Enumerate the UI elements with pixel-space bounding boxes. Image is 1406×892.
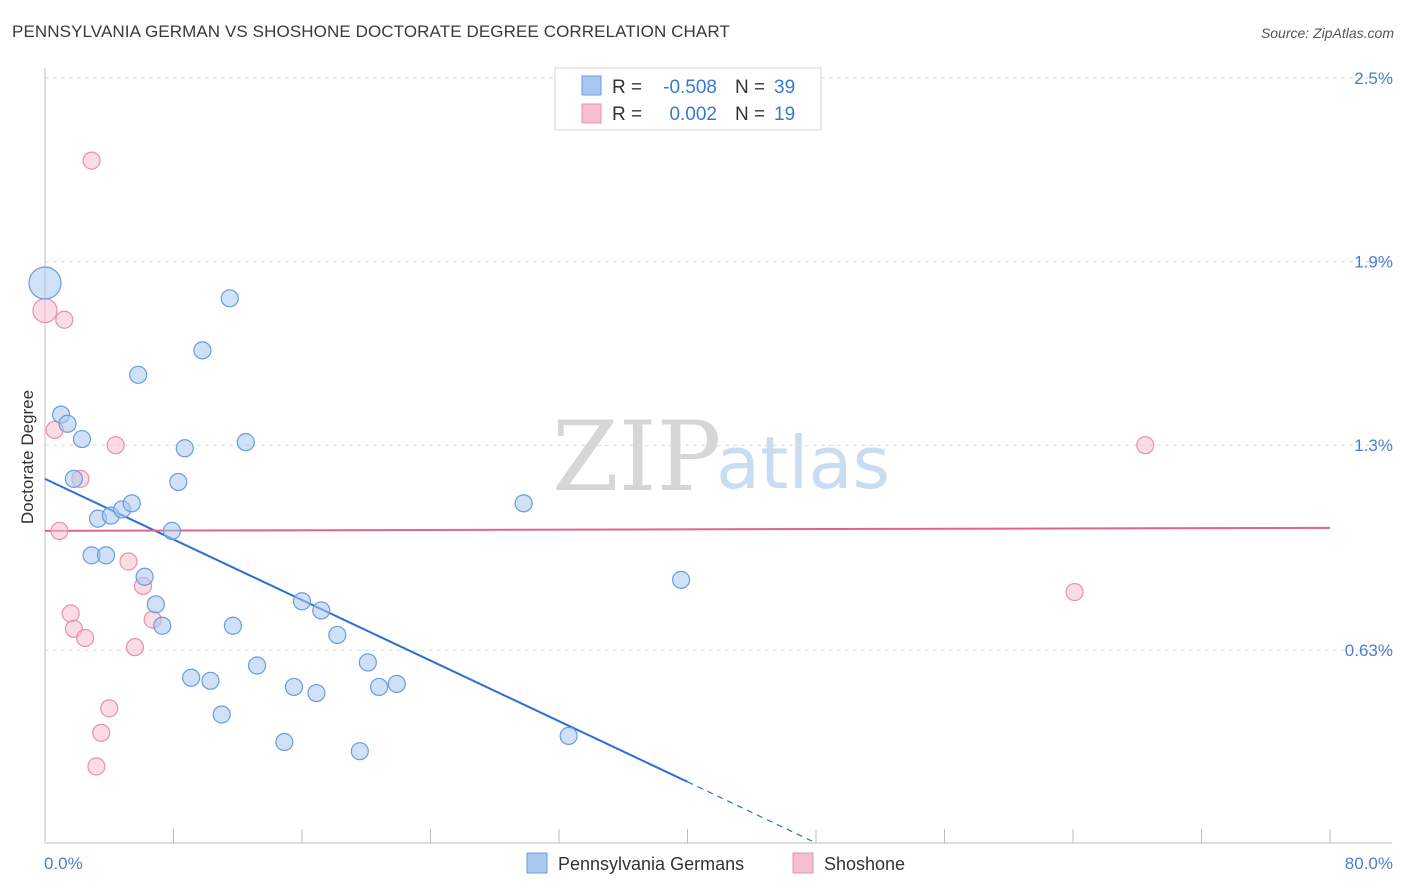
stats-legend: R = -0.508 N = 39 R = 0.002 N = 19: [554, 67, 822, 131]
pennsylvania-germans-point-27: [292, 592, 312, 611]
legend-r-label-1: R =: [612, 77, 642, 98]
pennsylvania-germans-point-3: [72, 429, 92, 449]
shoshone-point-9: [61, 604, 80, 623]
legend-r-label-2: R =: [612, 104, 642, 125]
pennsylvania-germans-point-24: [247, 656, 267, 675]
pennsylvania-germans-point-38: [559, 726, 578, 746]
legend-swatch-blue: [581, 75, 602, 96]
series-legend-label-1: Pennsylvania Germans: [558, 854, 744, 874]
trendlines: [44, 477, 1331, 844]
legend-swatch-pink: [581, 103, 602, 124]
pennsylvania-germans-point-12: [135, 567, 154, 586]
pennsylvania-germans-point-29: [328, 625, 347, 645]
pennsylvania-germans-point-15: [129, 365, 148, 384]
gridlines: [45, 77, 1392, 651]
pennsylvania-germans-point-19: [175, 439, 194, 458]
pennsylvania-germans-point-34: [275, 732, 294, 752]
shoshone-point-0: [82, 151, 101, 170]
shoshone-point-18: [1065, 582, 1084, 602]
shoshone-point-4: [106, 436, 125, 455]
y-tick-label-0: 2.5%: [1354, 69, 1393, 88]
legend-n-value-2: 19: [774, 104, 795, 125]
pennsylvania-germans-point-28: [312, 601, 331, 620]
shoshone-point-1: [32, 297, 58, 324]
shoshone-point-16: [87, 757, 106, 776]
pennsylvania-germans-point-17: [220, 289, 239, 308]
pennsylvania-germans-point-16: [193, 341, 212, 360]
x-tick-label-min: 0.0%: [44, 854, 83, 873]
shoshone-point-11: [76, 628, 95, 648]
pennsylvania-germans-point-22: [182, 668, 201, 687]
watermark-zip: ZIP: [552, 401, 721, 513]
legend-n-label-1: N =: [735, 77, 765, 98]
pennsylvania-germans-point-32: [387, 674, 406, 693]
legend-n-value-1: 39: [774, 77, 795, 98]
pennsylvania-germans-point-4: [64, 469, 84, 488]
y-tick-label-1: 1.9%: [1354, 253, 1393, 272]
pennsylvania-germans-point-20: [236, 433, 255, 452]
shoshone-point-17: [1136, 436, 1155, 455]
shoshone-point-14: [100, 699, 119, 718]
trendline-extension-0: [687, 781, 817, 844]
series-legend-label-2: Shoshone: [824, 854, 905, 874]
trendline-1: [44, 526, 1331, 532]
shoshone-point-15: [92, 723, 111, 742]
trendline-0: [44, 477, 688, 783]
pennsylvania-germans-point-11: [96, 546, 116, 565]
shoshone-point-13: [125, 638, 145, 657]
pennsylvania-germans-point-30: [358, 653, 377, 672]
x-ticks: [44, 829, 1331, 843]
pennsylvania-germans-point-8: [122, 494, 141, 513]
pennsylvania-germans-point-23: [201, 671, 220, 690]
pennsylvania-germans-point-14: [153, 616, 172, 635]
series-legend-swatch-blue: [526, 852, 548, 874]
pennsylvania-germans-point-36: [514, 494, 533, 513]
pennsylvania-germans-point-21: [223, 616, 243, 635]
y-tick-labels: 2.5% 1.9% 1.3% 0.63%: [1345, 69, 1393, 660]
shoshone-point-7: [119, 552, 138, 571]
pennsylvania-germans-point-2: [58, 414, 77, 433]
legend-n-label-2: N =: [735, 104, 765, 125]
y-axis-label: Doctorate Degree: [18, 390, 37, 524]
pennsylvania-germans-point-9: [162, 521, 181, 540]
series-legend-swatch-pink: [792, 852, 814, 874]
legend-r-value-1: -0.508: [663, 77, 717, 98]
pennsylvania-germans-point-31: [370, 677, 389, 697]
shoshone-point-2: [55, 310, 74, 329]
x-tick-label-max: 80.0%: [1345, 854, 1393, 873]
source-label: Source: ZipAtlas.com: [1260, 25, 1394, 41]
series-legend: Pennsylvania Germans Shoshone: [526, 852, 905, 874]
watermark-atlas: atlas: [716, 421, 890, 505]
pennsylvania-germans-point-25: [284, 677, 304, 697]
pennsylvania-germans-point-35: [350, 742, 369, 761]
y-tick-label-2: 1.3%: [1354, 436, 1393, 455]
shoshone-point-6: [50, 521, 69, 540]
pennsylvania-germans-point-0: [28, 266, 62, 300]
legend-r-value-2: 0.002: [669, 104, 717, 125]
pennsylvania-germans-point-26: [307, 683, 326, 703]
pennsylvania-germans-point-37: [671, 570, 691, 589]
pennsylvania-germans-point-13: [146, 595, 165, 614]
pennsylvania-germans-point-18: [169, 472, 188, 492]
chart-title: PENNSYLVANIA GERMAN VS SHOSHONE DOCTORAT…: [12, 22, 730, 41]
pennsylvania-germans-points: [28, 266, 691, 761]
y-tick-label-3: 0.63%: [1345, 641, 1393, 660]
axes: [44, 68, 1392, 844]
pennsylvania-germans-point-33: [212, 705, 231, 724]
